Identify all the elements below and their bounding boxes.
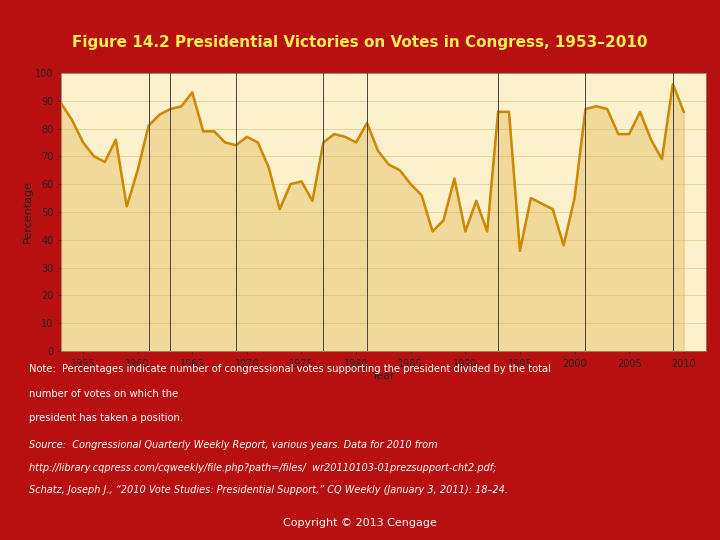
- Text: number of votes on which the: number of votes on which the: [29, 389, 178, 399]
- Text: Source:  Congressional Quarterly Weekly Report, various years. Data for 2010 fro: Source: Congressional Quarterly Weekly R…: [29, 440, 438, 450]
- Text: Figure 14.2 Presidential Victories on Votes in Congress, 1953–2010: Figure 14.2 Presidential Victories on Vo…: [72, 35, 648, 50]
- Text: president has taken a position.: president has taken a position.: [29, 413, 183, 423]
- Text: http://library.cqpress.com/cqweekly/file.php?path=/files/  wr20110103-01prezsupp: http://library.cqpress.com/cqweekly/file…: [29, 463, 496, 473]
- Text: Note:  Percentages indicate number of congressional votes supporting the preside: Note: Percentages indicate number of con…: [29, 364, 551, 375]
- Y-axis label: Percentage: Percentage: [22, 180, 32, 244]
- Text: Schatz, Joseph J., “2010 Vote Studies: Presidential Support,” CQ Weekly (January: Schatz, Joseph J., “2010 Vote Studies: P…: [29, 485, 508, 496]
- Text: Copyright © 2013 Cengage: Copyright © 2013 Cengage: [283, 518, 437, 528]
- X-axis label: Year: Year: [372, 372, 395, 381]
